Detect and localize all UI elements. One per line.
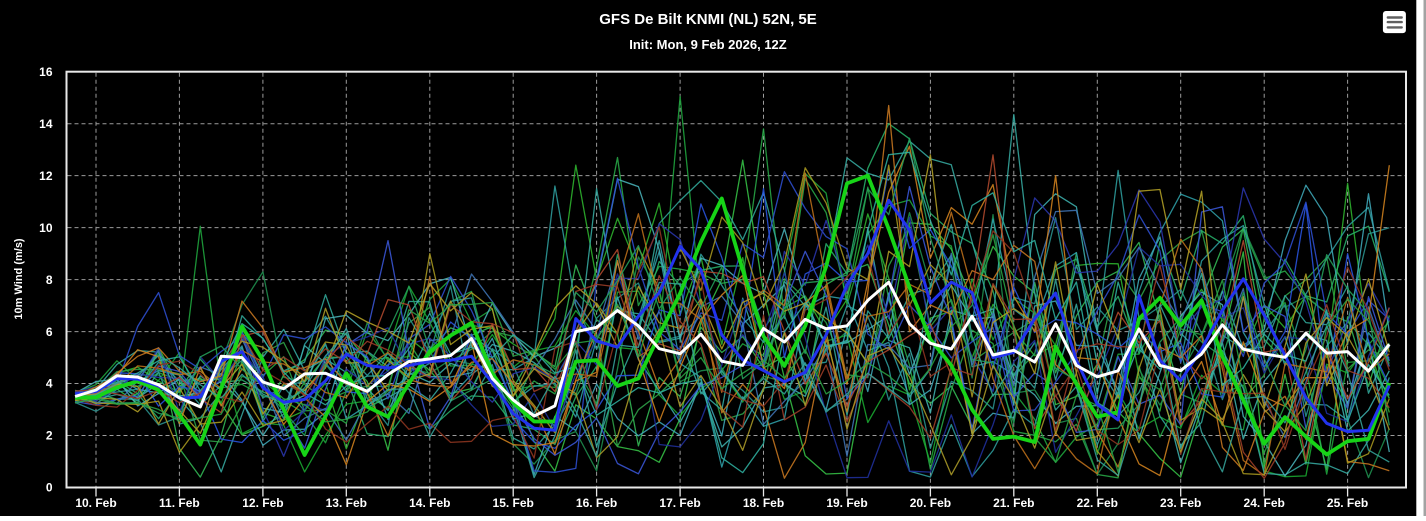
svg-text:22. Feb: 22. Feb — [1077, 496, 1118, 510]
svg-text:25. Feb: 25. Feb — [1327, 496, 1368, 510]
svg-text:10: 10 — [39, 221, 53, 235]
svg-text:21. Feb: 21. Feb — [993, 496, 1034, 510]
svg-text:14: 14 — [39, 117, 53, 131]
svg-text:23. Feb: 23. Feb — [1160, 496, 1201, 510]
svg-text:12: 12 — [39, 169, 53, 183]
svg-text:0: 0 — [46, 481, 53, 495]
svg-text:19. Feb: 19. Feb — [826, 496, 867, 510]
svg-text:16. Feb: 16. Feb — [576, 496, 617, 510]
svg-text:14. Feb: 14. Feb — [409, 496, 450, 510]
svg-text:24. Feb: 24. Feb — [1244, 496, 1285, 510]
svg-text:10m Wind (m/s): 10m Wind (m/s) — [13, 238, 25, 320]
svg-text:4: 4 — [46, 377, 53, 391]
svg-text:11. Feb: 11. Feb — [159, 496, 200, 510]
svg-text:13. Feb: 13. Feb — [326, 496, 367, 510]
svg-text:18. Feb: 18. Feb — [743, 496, 784, 510]
svg-text:16: 16 — [39, 65, 53, 79]
svg-text:6: 6 — [46, 325, 53, 339]
svg-text:10. Feb: 10. Feb — [75, 496, 116, 510]
svg-text:2: 2 — [46, 429, 53, 443]
svg-text:8: 8 — [46, 273, 53, 287]
svg-text:20. Feb: 20. Feb — [910, 496, 951, 510]
svg-text:GFS De Bilt KNMI (NL) 52N, 5E: GFS De Bilt KNMI (NL) 52N, 5E — [599, 11, 817, 28]
svg-text:Init: Mon, 9 Feb 2026, 12Z: Init: Mon, 9 Feb 2026, 12Z — [629, 37, 787, 52]
svg-text:12. Feb: 12. Feb — [242, 496, 283, 510]
svg-text:15. Feb: 15. Feb — [493, 496, 534, 510]
svg-text:17. Feb: 17. Feb — [659, 496, 700, 510]
